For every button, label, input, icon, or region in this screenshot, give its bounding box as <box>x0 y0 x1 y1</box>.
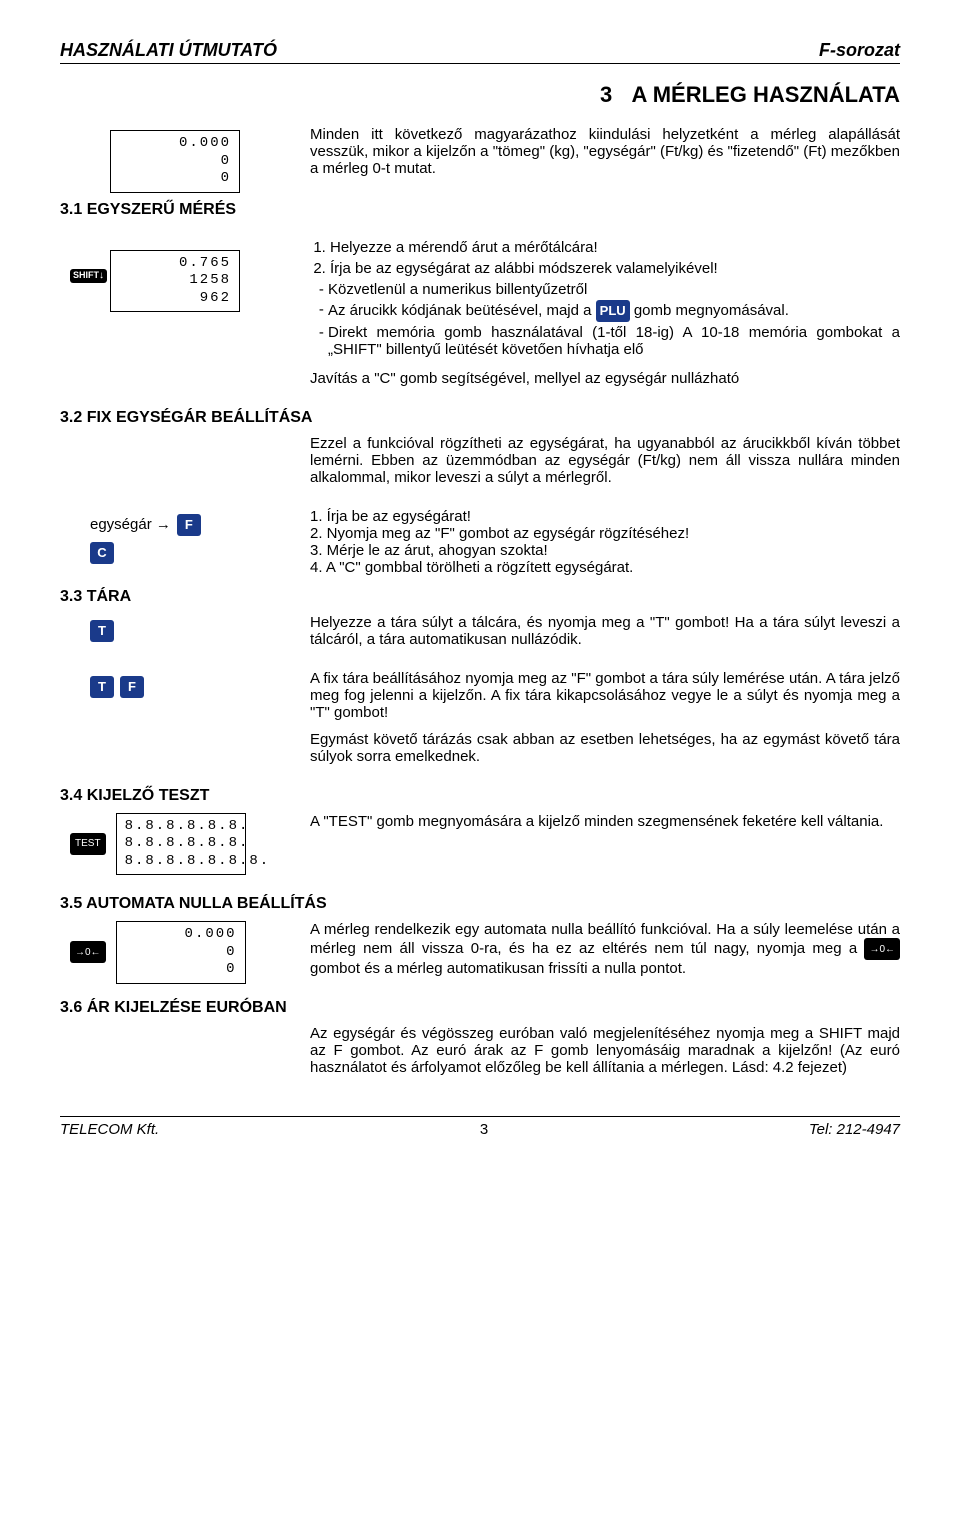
s33-p2: A fix tára beállításához nyomja meg az "… <box>310 670 900 721</box>
section-3-4-heading: 3.4 KIJELZŐ TESZT <box>60 787 900 805</box>
section-3-3-heading: 3.3 TÁRA <box>60 588 900 606</box>
s36-para: Az egységár és végösszeg euróban való me… <box>310 1025 900 1076</box>
display-line: 0.000 <box>125 926 237 944</box>
display-line: 0.765 <box>119 255 231 273</box>
page-header: HASZNÁLATI ÚTMUTATÓ F-sorozat <box>60 40 900 64</box>
zero-key-inline: →0← <box>864 938 900 960</box>
s35-para: A mérleg rendelkezik egy automata nulla … <box>310 921 900 977</box>
footer-left: TELECOM Kft. <box>60 1121 159 1138</box>
down-arrow-icon: ↓ <box>99 271 104 281</box>
plu-key: PLU <box>596 300 630 322</box>
s34-para: A "TEST" gomb megnyomására a kijelző min… <box>310 813 900 830</box>
s31-step2: Írja be az egységárat az alábbi módszere… <box>330 260 900 277</box>
display-box-initial: 0.000 0 0 <box>110 130 240 193</box>
t-key: T <box>90 620 114 642</box>
section-3-5-heading: 3.5 AUTOMATA NULLA BEÁLLÍTÁS <box>60 895 900 913</box>
s32-left-label: egységár → <box>90 516 171 533</box>
s32-i4: 4. A "C" gombbal törölheti a rögzített e… <box>310 559 900 576</box>
display-line: 0 <box>125 944 237 962</box>
s31-intro: Minden itt következő magyarázathoz kiind… <box>310 126 900 177</box>
s31-steps: Helyezze a mérendő árut a mérőtálcára! Í… <box>310 239 900 277</box>
s32-para: Ezzel a funkcióval rögzítheti az egységá… <box>310 435 900 486</box>
s33-p1: Helyezze a tára súlyt a tálcára, és nyom… <box>310 614 900 648</box>
display-line: 0 <box>119 153 231 171</box>
section-3-6-heading: 3.6 ÁR KIJELZÉSE EURÓBAN <box>60 999 900 1017</box>
section-3-1-heading: 3.1 EGYSZERŰ MÉRÉS <box>60 201 290 219</box>
s32-i2: 2. Nyomja meg az "F" gombot az egységár … <box>310 525 900 542</box>
s32-i1: 1. Írja be az egységárat! <box>310 508 900 525</box>
display-line: 1258 <box>119 272 231 290</box>
display-line: 0 <box>119 170 231 188</box>
s31-b1: Közvetlenül a numerikus billentyűzetről <box>328 281 900 298</box>
footer-right: Tel: 212-4947 <box>809 1121 900 1138</box>
s31-b2: Az árucikk kódjának beütésével, majd a P… <box>328 300 900 322</box>
s31-note: Javítás a "C" gomb segítségével, mellyel… <box>310 370 900 387</box>
display-line: 962 <box>119 290 231 308</box>
chapter-title: 3 A MÉRLEG HASZNÁLATA <box>60 82 900 108</box>
footer-page-number: 3 <box>480 1121 488 1138</box>
header-right: F-sorozat <box>819 40 900 61</box>
chapter-text: A MÉRLEG HASZNÁLATA <box>632 82 900 107</box>
display-line: 8.8.8.8.8.8. <box>125 818 237 836</box>
display-line: 0.000 <box>119 135 231 153</box>
display-box-zero: 0.000 0 0 <box>116 921 246 984</box>
t-key: T <box>90 676 114 698</box>
c-key: C <box>90 542 114 564</box>
page-footer: TELECOM Kft. 3 Tel: 212-4947 <box>60 1116 900 1138</box>
display-line: 8.8.8.8.8.8.8. <box>125 853 237 871</box>
f-key: F <box>120 676 144 698</box>
shift-key-icon: SHIFT ↓ <box>70 269 107 283</box>
s32-i3: 3. Mérje le az árut, ahogyan szokta! <box>310 542 900 559</box>
display-line: 0 <box>125 961 237 979</box>
display-box-example: 0.765 1258 962 <box>110 250 240 313</box>
test-key: TEST <box>70 833 106 855</box>
display-box-test: 8.8.8.8.8.8. 8.8.8.8.8.8. 8.8.8.8.8.8.8. <box>116 813 246 876</box>
s33-p3: Egymást követő tárázás csak abban az ese… <box>310 731 900 765</box>
s31-b3: Direkt memória gomb használatával (1-től… <box>328 324 900 358</box>
section-3-2-heading: 3.2 FIX EGYSÉGÁR BEÁLLÍTÁSA <box>60 409 900 427</box>
chapter-number: 3 <box>600 82 612 107</box>
zero-key: →0← <box>70 941 106 963</box>
display-line: 8.8.8.8.8.8. <box>125 835 237 853</box>
header-left: HASZNÁLATI ÚTMUTATÓ <box>60 40 277 61</box>
s31-methods: Közvetlenül a numerikus billentyűzetről … <box>310 281 900 358</box>
f-key: F <box>177 514 201 536</box>
s31-step1: Helyezze a mérendő árut a mérőtálcára! <box>330 239 900 256</box>
